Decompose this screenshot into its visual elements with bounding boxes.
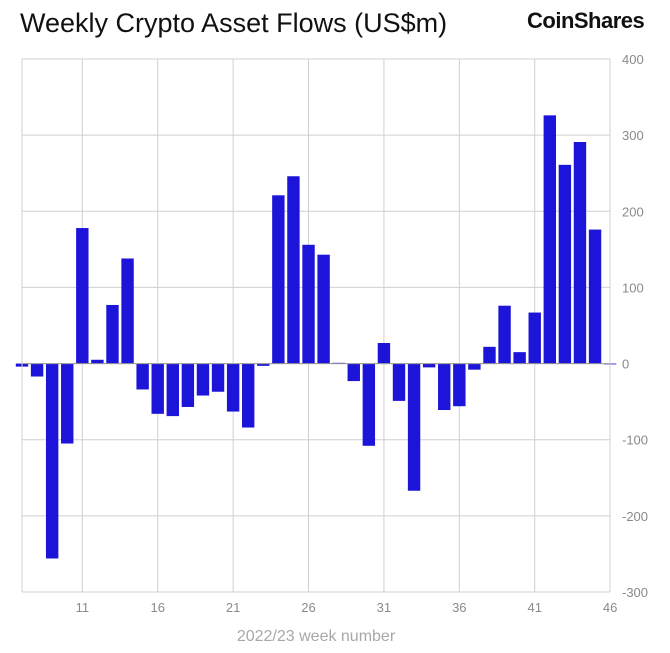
bar-week-33 xyxy=(407,363,421,491)
x-axis-title: 2022/23 week number xyxy=(237,628,396,645)
y-tick-label: 100 xyxy=(622,280,644,295)
bar-week-21 xyxy=(226,363,240,412)
bar-week-25 xyxy=(287,176,300,364)
bar-week-12 xyxy=(91,359,104,364)
y-tick-label: 300 xyxy=(622,128,644,143)
bar-week-20 xyxy=(211,363,225,392)
bar-week-44 xyxy=(573,141,587,364)
x-tick-label: 46 xyxy=(603,600,617,615)
y-tick-label: -200 xyxy=(622,509,648,524)
bar-week-41 xyxy=(528,312,541,364)
bar-week-40 xyxy=(513,352,526,364)
bar-week-13 xyxy=(106,304,119,364)
bar-week-16 xyxy=(151,363,164,414)
bar-week-19 xyxy=(196,363,210,396)
x-tick-label: 31 xyxy=(377,600,391,615)
x-tick-label: 11 xyxy=(76,600,90,615)
bar-week-22 xyxy=(242,363,255,428)
y-tick-label: 400 xyxy=(622,52,644,67)
x-tick-label: 36 xyxy=(452,600,466,615)
bar-week-31 xyxy=(377,343,391,364)
bar-week-38 xyxy=(483,346,496,364)
bar-week-45 xyxy=(588,229,602,364)
bar-week-18 xyxy=(181,363,195,407)
bar-week-36 xyxy=(453,363,466,407)
axes: 400 300 200 100 0 -100 -200 -300 11 16 21 26 31 36 41 4… xyxy=(21,52,648,615)
bar-week-8 xyxy=(30,363,44,377)
bar-week-29 xyxy=(347,363,360,382)
bar-week-17 xyxy=(166,363,179,417)
x-tick-label: 21 xyxy=(226,600,240,615)
coinshares-logo: CoinShares xyxy=(527,8,645,33)
bar-week-9 xyxy=(45,363,59,559)
x-tick-label: 16 xyxy=(150,600,164,615)
bar-week-27 xyxy=(317,254,330,364)
bar-week-39 xyxy=(498,305,511,364)
bar-week-34 xyxy=(422,363,436,368)
bar-week-43 xyxy=(558,164,572,364)
bar-week-15 xyxy=(136,363,149,390)
bar-week-11 xyxy=(76,228,89,364)
bar-week-24 xyxy=(272,195,285,364)
x-tick-label: 41 xyxy=(527,600,541,615)
bar-week-10 xyxy=(61,363,74,444)
bar-week-30 xyxy=(362,363,376,446)
chart-title: Weekly Crypto Asset Flows (US$m) xyxy=(20,8,448,38)
bar-week-23 xyxy=(257,363,270,366)
bars xyxy=(15,115,617,559)
bar-week-26 xyxy=(302,244,315,364)
y-tick-label: -100 xyxy=(622,433,648,448)
y-tick-label: -300 xyxy=(622,585,648,600)
bar-week-35 xyxy=(438,363,451,411)
bar-week-37 xyxy=(468,363,481,370)
bar-week-42 xyxy=(543,115,556,364)
x-tick-label: 26 xyxy=(301,600,315,615)
bar-week-32 xyxy=(392,363,406,401)
y-tick-label: 0 xyxy=(622,357,629,372)
bar-week-14 xyxy=(121,258,134,364)
y-tick-label: 200 xyxy=(622,204,644,219)
